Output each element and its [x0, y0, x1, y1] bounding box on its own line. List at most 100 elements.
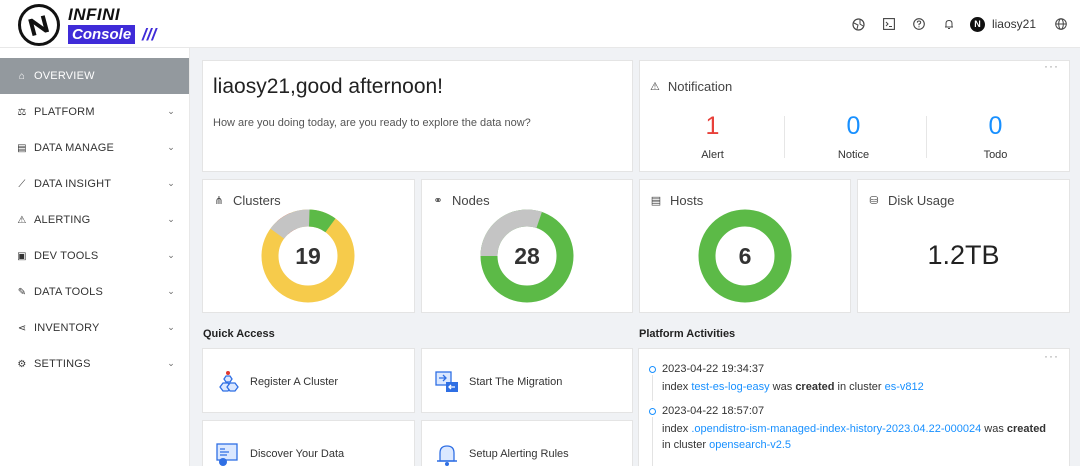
sidebar-item-label: DATA MANAGE: [34, 142, 115, 154]
divider: [784, 116, 785, 158]
infini-logo-icon: [18, 4, 60, 46]
sidebar-item-label: SETTINGS: [34, 358, 91, 370]
chevron-down-icon: ⌄: [167, 250, 175, 260]
sidebar-item-label: OVERVIEW: [34, 70, 95, 82]
clusters-card[interactable]: ⋔ Clusters 19: [202, 179, 415, 313]
todo-count-label: Todo: [983, 149, 1008, 161]
migration-icon: [435, 371, 458, 392]
cluster-link[interactable]: opensearch-v2.5: [709, 439, 792, 451]
node-icon: ⚭: [433, 195, 443, 207]
console-icon[interactable]: [874, 0, 904, 48]
notification-title: Notification: [667, 79, 733, 94]
activities-card: ··· 2023-04-22 19:34:37 index test-es-lo…: [638, 348, 1070, 466]
chevron-down-icon: ⌄: [167, 358, 175, 368]
terminal-icon: ▣: [17, 250, 27, 262]
notice-count-label: Notice: [837, 149, 870, 161]
header-actions: N liaosy21: [844, 0, 1080, 48]
divider: [926, 116, 927, 158]
alert-count-label: Alert: [701, 149, 724, 161]
share-icon: ⋖: [17, 322, 27, 334]
wrench-icon: ✎: [17, 286, 27, 298]
sidebar-item-inventory[interactable]: ⋖ INVENTORY ⌄: [0, 310, 189, 346]
bell-icon[interactable]: [934, 0, 964, 48]
nodes-gray-segment: [480, 209, 574, 303]
discover-data-button[interactable]: Discover Your Data: [202, 420, 415, 466]
index-link[interactable]: test-es-log-easy: [691, 381, 770, 393]
sidebar-item-data-manage[interactable]: ▤ DATA MANAGE ⌄: [0, 130, 189, 166]
chevron-down-icon: ⌄: [167, 286, 175, 296]
server-icon: ▤: [650, 195, 662, 207]
alert-count[interactable]: 1 Alert: [640, 111, 785, 161]
alerting-rules-icon: [437, 445, 457, 466]
gear-icon: ⚙: [17, 358, 27, 370]
more-options-icon[interactable]: ···: [1044, 59, 1059, 73]
chart-icon: ⟋: [18, 178, 26, 190]
activity-time: 2023-04-22 18:57:07: [662, 405, 765, 417]
sidebar-item-data-insight[interactable]: ⟋ DATA INSIGHT ⌄: [0, 166, 189, 202]
home-icon: ⌂: [18, 70, 26, 82]
activity-text: index test-es-log-easy was created in cl…: [662, 381, 924, 393]
sidebar-item-alerting[interactable]: ⚠ ALERTING ⌄: [0, 202, 189, 238]
user-menu[interactable]: N liaosy21: [969, 16, 1036, 32]
user-avatar: N: [969, 16, 985, 32]
nodes-card[interactable]: ⚭ Nodes 28: [421, 179, 633, 313]
alert-count-value: 1: [705, 112, 720, 140]
greeting-card: liaosy21,good afternoon! How are you doi…: [202, 60, 633, 172]
notification-icon: ⚠: [650, 81, 660, 93]
clusters-value: 19: [295, 243, 321, 269]
nodes-donut-chart: 28: [480, 209, 574, 303]
start-migration-button[interactable]: Start The Migration: [421, 348, 633, 413]
platform-icon: ⚖: [17, 106, 27, 118]
username: liaosy21: [991, 17, 1036, 31]
chevron-down-icon: ⌄: [167, 106, 175, 116]
timeline-dot: [649, 408, 656, 415]
disk-usage-card[interactable]: ⛁ Disk Usage 1.2TB: [857, 179, 1070, 313]
cluster-link[interactable]: es-v812: [884, 381, 924, 393]
register-cluster-button[interactable]: Register A Cluster: [202, 348, 415, 413]
database-icon: ▤: [17, 142, 27, 154]
register-cluster-icon: [219, 371, 239, 392]
sidebar-item-data-tools[interactable]: ✎ DATA TOOLS ⌄: [0, 274, 189, 310]
disk-title: Disk Usage: [888, 193, 955, 208]
sidebar-item-label: ALERTING: [34, 214, 91, 226]
todo-count-value: 0: [988, 112, 1003, 140]
alert-icon: ⚠: [17, 214, 27, 226]
todo-count[interactable]: 0 Todo: [923, 111, 1068, 161]
disk-header: ⛁ Disk Usage: [868, 193, 954, 208]
infini-console-logo[interactable]: INFINI Console ///: [18, 4, 168, 46]
cluster-switch-icon[interactable]: [844, 0, 874, 48]
timeline-line: [652, 375, 653, 401]
sidebar-item-settings[interactable]: ⚙ SETTINGS ⌄: [0, 346, 189, 382]
hosts-donut-chart: 6: [698, 209, 792, 303]
sidebar-item-dev-tools[interactable]: ▣ DEV TOOLS ⌄: [0, 238, 189, 274]
hosts-header: ▤ Hosts: [650, 193, 703, 208]
nodes-header: ⚭ Nodes: [432, 193, 489, 208]
clusters-donut-chart: 19: [261, 209, 355, 303]
discover-data-icon: [216, 443, 238, 466]
cluster-icon: ⋔: [214, 195, 224, 207]
clusters-title: Clusters: [233, 193, 281, 208]
setup-alerting-button[interactable]: Setup Alerting Rules: [421, 420, 633, 466]
sidebar-item-platform[interactable]: ⚖ PLATFORM ⌄: [0, 94, 189, 130]
hosts-title: Hosts: [670, 193, 704, 208]
notice-count[interactable]: 0 Notice: [781, 111, 926, 161]
logo-slashes: ///: [142, 25, 157, 44]
more-options-icon[interactable]: ···: [1044, 349, 1059, 363]
platform-activities-title: Platform Activities: [639, 328, 736, 340]
clusters-header: ⋔ Clusters: [213, 193, 281, 208]
help-icon[interactable]: [904, 0, 934, 48]
start-migration-label: Start The Migration: [469, 376, 563, 388]
sidebar-item-overview[interactable]: ⌂ OVERVIEW: [0, 58, 189, 94]
nodes-value: 28: [514, 243, 540, 269]
disk-value: 1.2TB: [927, 240, 1000, 270]
chevron-down-icon: ⌄: [167, 178, 175, 188]
hosts-card[interactable]: ▤ Hosts 6: [639, 179, 851, 313]
globe-icon[interactable]: [1046, 0, 1076, 48]
register-cluster-label: Register A Cluster: [250, 376, 339, 388]
setup-alerting-label: Setup Alerting Rules: [469, 448, 569, 460]
activity-text: index .opendistro-ism-managed-index-hist…: [662, 423, 1047, 451]
sidebar: ⌂ OVERVIEW ⚖ PLATFORM ⌄ ▤ DATA MANAGE ⌄ …: [0, 48, 190, 466]
logo-text-infini: INFINI: [68, 5, 121, 24]
index-link[interactable]: .opendistro-ism-managed-index-history-20…: [691, 423, 982, 435]
greeting-title: liaosy21,good afternoon!: [213, 75, 444, 98]
